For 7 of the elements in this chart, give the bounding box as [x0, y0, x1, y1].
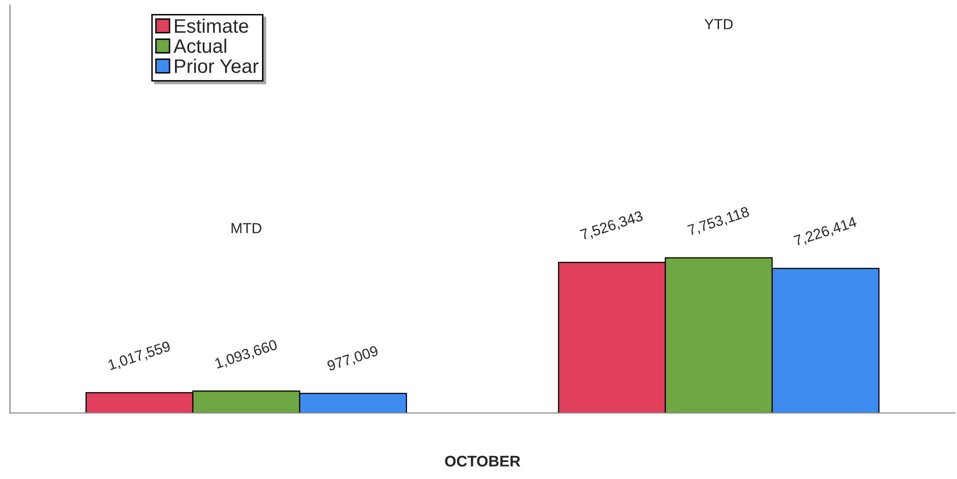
x-axis-title: OCTOBER: [445, 456, 520, 467]
data-label: 977,009: [326, 345, 380, 373]
legend-label: Prior Year: [175, 58, 258, 74]
legend-label: Actual: [173, 38, 226, 53]
text: MTD: [232, 223, 262, 234]
legend-label: Estimate: [175, 18, 248, 33]
text: YTD: [704, 19, 733, 30]
